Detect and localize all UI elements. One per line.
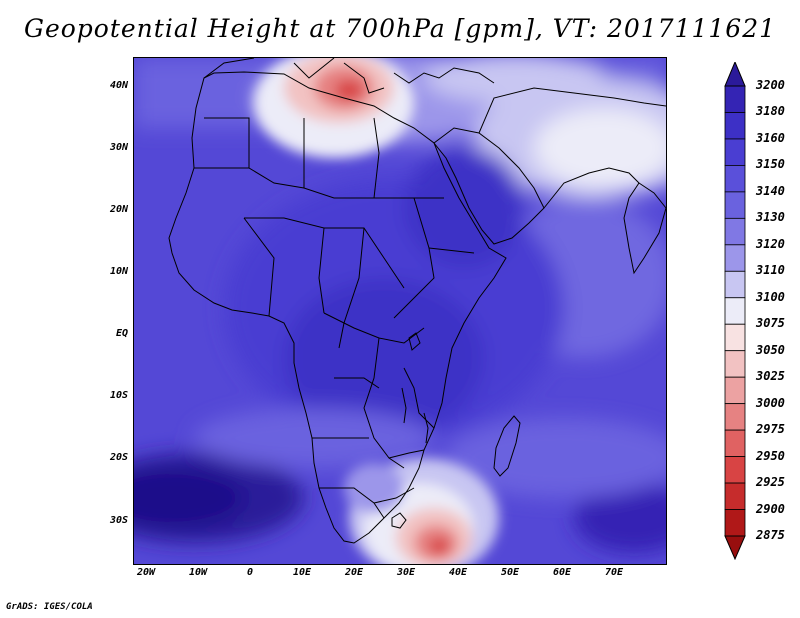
colorbar-cell bbox=[724, 297, 746, 325]
colorbar-cell bbox=[724, 191, 746, 219]
coastlines bbox=[168, 58, 666, 544]
colorbar-cell bbox=[724, 482, 746, 510]
lat-label-eq: EQ bbox=[115, 328, 128, 339]
colorbar-max-arrow bbox=[724, 62, 746, 87]
colorbar-cell bbox=[724, 376, 746, 405]
colorbar bbox=[724, 62, 746, 560]
colorbar-level-label: 3150 bbox=[756, 157, 785, 172]
colorbar-level-label: 3050 bbox=[756, 342, 785, 357]
colorbar-min-arrow bbox=[724, 535, 746, 560]
colorbar-cell bbox=[724, 165, 746, 193]
lon-label-20w: 20W bbox=[136, 567, 156, 578]
lat-label-20n: 20N bbox=[109, 204, 128, 215]
lon-label-0: 0 bbox=[246, 567, 254, 578]
colorbar-level-label: 3160 bbox=[756, 130, 785, 145]
lat-label-10s: 10S bbox=[109, 390, 128, 401]
lon-label-10e: 10E bbox=[292, 567, 312, 578]
colorbar-level-label: 3110 bbox=[756, 263, 785, 278]
colorbar-cell bbox=[724, 112, 746, 140]
chart-title: Geopotential Height at 700hPa [gpm], VT:… bbox=[23, 14, 777, 43]
colorbar-level-label: 2900 bbox=[756, 501, 785, 516]
colorbar-cell bbox=[724, 509, 746, 537]
colorbar-cell bbox=[724, 323, 746, 352]
lat-label-20s: 20S bbox=[109, 452, 128, 463]
colorbar-cell bbox=[724, 138, 746, 166]
map-plot-area bbox=[133, 57, 667, 565]
lat-label-30n: 30N bbox=[109, 142, 128, 153]
colorbar-level-label: 3130 bbox=[756, 210, 785, 225]
colorbar-level-label: 3120 bbox=[756, 236, 785, 251]
colorbar-cell bbox=[724, 456, 746, 484]
colorbar-level-label: 3025 bbox=[756, 369, 785, 384]
colorbar-level-label: 3100 bbox=[756, 289, 785, 304]
geopotential-field bbox=[134, 58, 666, 564]
lon-label-20e: 20E bbox=[344, 567, 364, 578]
colorbar-cell bbox=[724, 403, 746, 431]
colorbar-level-label: 3000 bbox=[756, 395, 785, 410]
lon-label-60e: 60E bbox=[552, 567, 572, 578]
lat-label-40n: 40N bbox=[109, 80, 128, 91]
lon-label-50e: 50E bbox=[500, 567, 520, 578]
colorbar-cell bbox=[724, 217, 746, 246]
lon-label-70e: 70E bbox=[604, 567, 624, 578]
colorbar-cell bbox=[724, 270, 746, 299]
colorbar-level-label: 2950 bbox=[756, 448, 785, 463]
colorbar-level-label: 3200 bbox=[756, 78, 785, 92]
colorbar-cell bbox=[724, 244, 746, 272]
colorbar-level-label: 2925 bbox=[756, 475, 785, 490]
lat-label-10n: 10N bbox=[109, 266, 128, 277]
lon-label-40e: 40E bbox=[448, 567, 468, 578]
colorbar-cell bbox=[724, 350, 746, 378]
colorbar-level-label: 3180 bbox=[756, 104, 785, 119]
lon-label-10w: 10W bbox=[188, 567, 208, 578]
colorbar-level-label: 2875 bbox=[756, 528, 785, 542]
colorbar-level-label: 3140 bbox=[756, 183, 785, 198]
colorbar-level-label: 3075 bbox=[756, 316, 785, 331]
colorbar-cell bbox=[724, 85, 746, 113]
lon-label-30e: 30E bbox=[396, 567, 416, 578]
lat-label-30s: 30S bbox=[109, 515, 128, 526]
colorbar-level-label: 2975 bbox=[756, 422, 785, 437]
colorbar-cell bbox=[724, 429, 746, 457]
credit-label: GrADS: IGES/COLA bbox=[6, 602, 93, 612]
